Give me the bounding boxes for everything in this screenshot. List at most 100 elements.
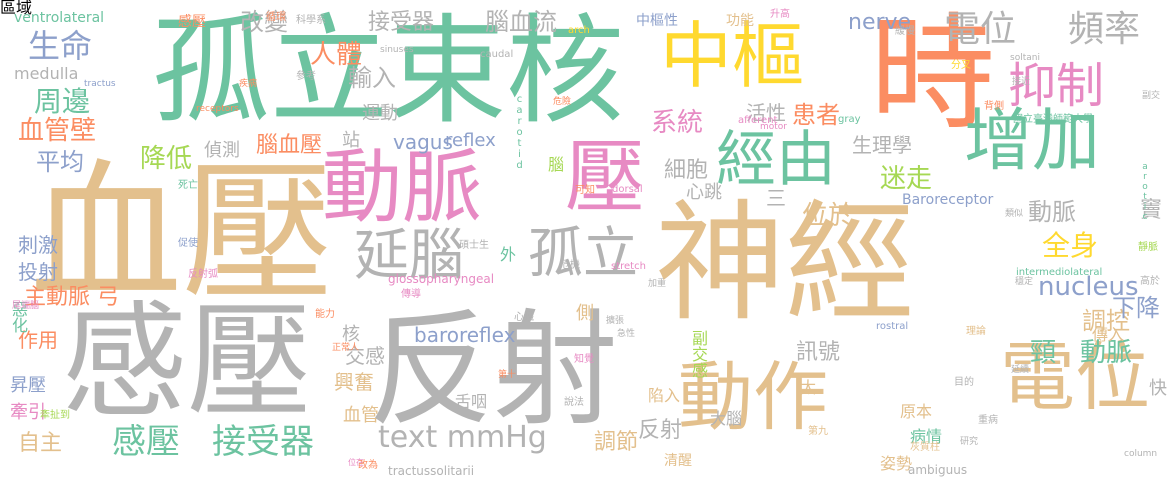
word: motor: [760, 122, 788, 132]
word: 作用: [18, 328, 58, 352]
word: 疾病: [239, 79, 258, 89]
word: 目的: [954, 377, 974, 388]
word: 區域: [0, 0, 33, 17]
word: 生理學: [852, 133, 912, 157]
word: 參考: [296, 71, 316, 82]
word: 反射弧: [188, 269, 218, 280]
word: 動作: [678, 353, 829, 441]
word: 副交: [1142, 91, 1161, 101]
word: 危險: [553, 97, 572, 107]
word: 反射: [638, 418, 683, 443]
word: tractussolitarii: [388, 464, 475, 478]
word: 血管壁: [18, 116, 97, 146]
word: 時: [870, 2, 995, 147]
word: 電位: [944, 9, 1017, 50]
word: afferent: [738, 115, 778, 126]
word: 站: [342, 130, 360, 151]
word: ambiguus: [908, 463, 968, 477]
word: 昇壓: [10, 375, 46, 396]
word: 危機: [560, 260, 580, 271]
word: 頸: [1030, 338, 1057, 368]
word: 患者: [792, 101, 840, 129]
word: sinuses: [380, 45, 414, 55]
word: 背側: [984, 101, 1004, 112]
word: 系統: [651, 108, 704, 138]
word: 原本: [900, 402, 933, 421]
word: 牽引: [10, 402, 46, 423]
word: 知覺: [574, 354, 594, 365]
word: tractus: [84, 79, 116, 89]
word: baroreflex: [414, 323, 516, 347]
word: 研究: [960, 437, 979, 447]
word: 三: [766, 186, 786, 210]
word: 偵測: [204, 140, 240, 161]
word: 迷走: [880, 164, 933, 194]
word: 平均: [36, 148, 84, 176]
word: rostral: [876, 321, 909, 332]
word: 投射: [18, 260, 58, 284]
word: 壓: [565, 131, 645, 224]
word: vagus: [393, 130, 453, 154]
word: 接近: [1012, 77, 1031, 87]
word: arch: [568, 25, 590, 36]
word: 神經: [655, 187, 916, 339]
word: reflex: [445, 130, 496, 151]
word: 抑制: [1008, 58, 1105, 114]
word: 感壓: [62, 290, 312, 435]
word: 說法: [564, 397, 584, 408]
word: 竇: [1140, 198, 1163, 223]
word: 大腦: [710, 409, 743, 428]
word: 類似: [1005, 209, 1024, 219]
word: 科學系: [296, 15, 326, 26]
word: 感壓: [112, 422, 180, 462]
word: 下降: [1112, 294, 1160, 322]
word: 降低: [140, 144, 193, 174]
word: Baroreceptor: [902, 192, 994, 208]
word: 傳導: [401, 289, 421, 300]
word: nucleus: [1038, 272, 1139, 302]
word: carotid: [514, 94, 525, 171]
word: 電位: [1000, 333, 1151, 421]
word: column: [1124, 449, 1158, 459]
word: 緩慢: [895, 26, 915, 37]
word: 循環: [266, 12, 286, 23]
word: text mmHg: [378, 420, 547, 455]
word: 側: [576, 303, 594, 324]
word: 改變: [240, 8, 288, 36]
word: 擴張: [606, 316, 625, 326]
word: 第十: [498, 370, 517, 380]
word: 姿勢: [880, 454, 913, 473]
word: 國立臺灣師範大學: [1013, 114, 1093, 125]
word: 感壓: [178, 14, 206, 30]
word: 接受器: [212, 422, 314, 462]
word: 功能: [726, 13, 754, 29]
word: 核: [342, 324, 360, 345]
word: 調控: [1082, 307, 1130, 335]
word: 改為: [358, 460, 378, 471]
word: 輸入: [348, 64, 396, 92]
word: 動脈: [1080, 338, 1133, 368]
word: 心跳: [686, 182, 722, 203]
word: 理論: [966, 326, 986, 337]
word: 反射: [368, 298, 618, 443]
word: stretch: [611, 261, 646, 272]
word: 重病: [978, 415, 998, 426]
word: 太: [800, 378, 817, 397]
word: 訊號: [796, 340, 841, 365]
word: receptors: [196, 104, 239, 114]
word: 經由: [716, 125, 836, 195]
word: 碩士生: [459, 240, 489, 251]
word: 動脈: [322, 141, 482, 234]
word: 位於: [802, 201, 855, 231]
word: caudal: [480, 49, 514, 60]
word: 急性: [617, 329, 636, 339]
word: 延續: [1011, 365, 1030, 375]
word: 促使: [178, 238, 198, 249]
word: ventrolateral: [14, 10, 105, 26]
word: 活性: [746, 101, 786, 125]
word: 興奮: [334, 370, 374, 394]
word: glossopharyngeal: [388, 272, 495, 286]
word: 病情: [910, 427, 943, 446]
word: 快: [1149, 378, 1167, 399]
